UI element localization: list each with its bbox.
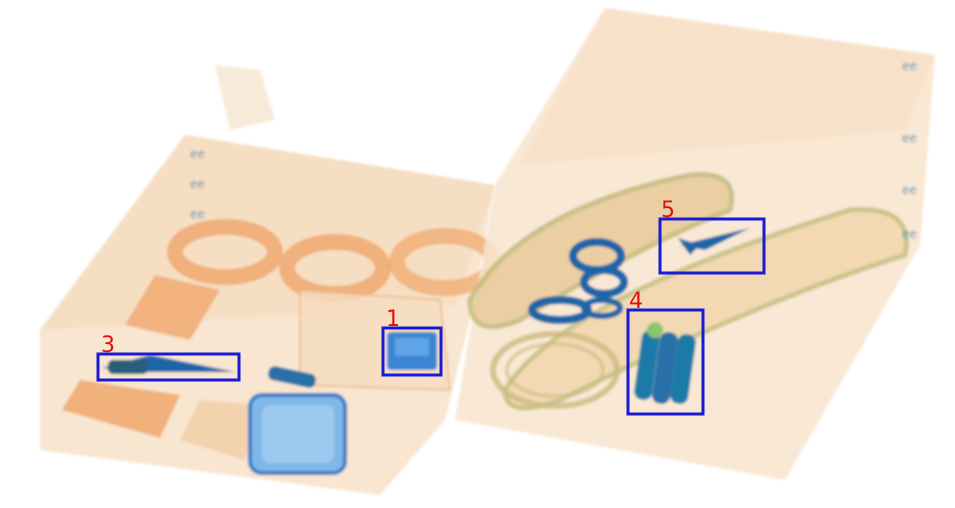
detection-3: 3 [96,333,241,382]
svg-text:ee: ee [902,59,917,73]
detection-box-3 [96,352,241,382]
detection-label-4: 4 [629,289,643,314]
left-suitcase: ee ee ee [40,65,501,495]
svg-text:ee: ee [902,227,917,241]
svg-text:ee: ee [190,177,205,191]
detection-label-5: 5 [661,198,675,223]
detection-label-1: 1 [386,307,400,332]
detection-label-3: 3 [101,333,115,358]
detection-box-5 [658,217,766,275]
svg-text:ee: ee [190,147,205,161]
detection-box-1 [381,326,443,377]
detection-5: 5 [658,198,766,275]
right-suitcase: ee ee ee ee [455,8,935,480]
detection-4: 4 [626,289,705,416]
svg-text:ee: ee [902,131,917,145]
detection-1: 1 [381,307,443,377]
detection-box-4 [626,308,705,416]
svg-text:ee: ee [902,183,917,197]
svg-text:ee: ee [190,207,205,221]
